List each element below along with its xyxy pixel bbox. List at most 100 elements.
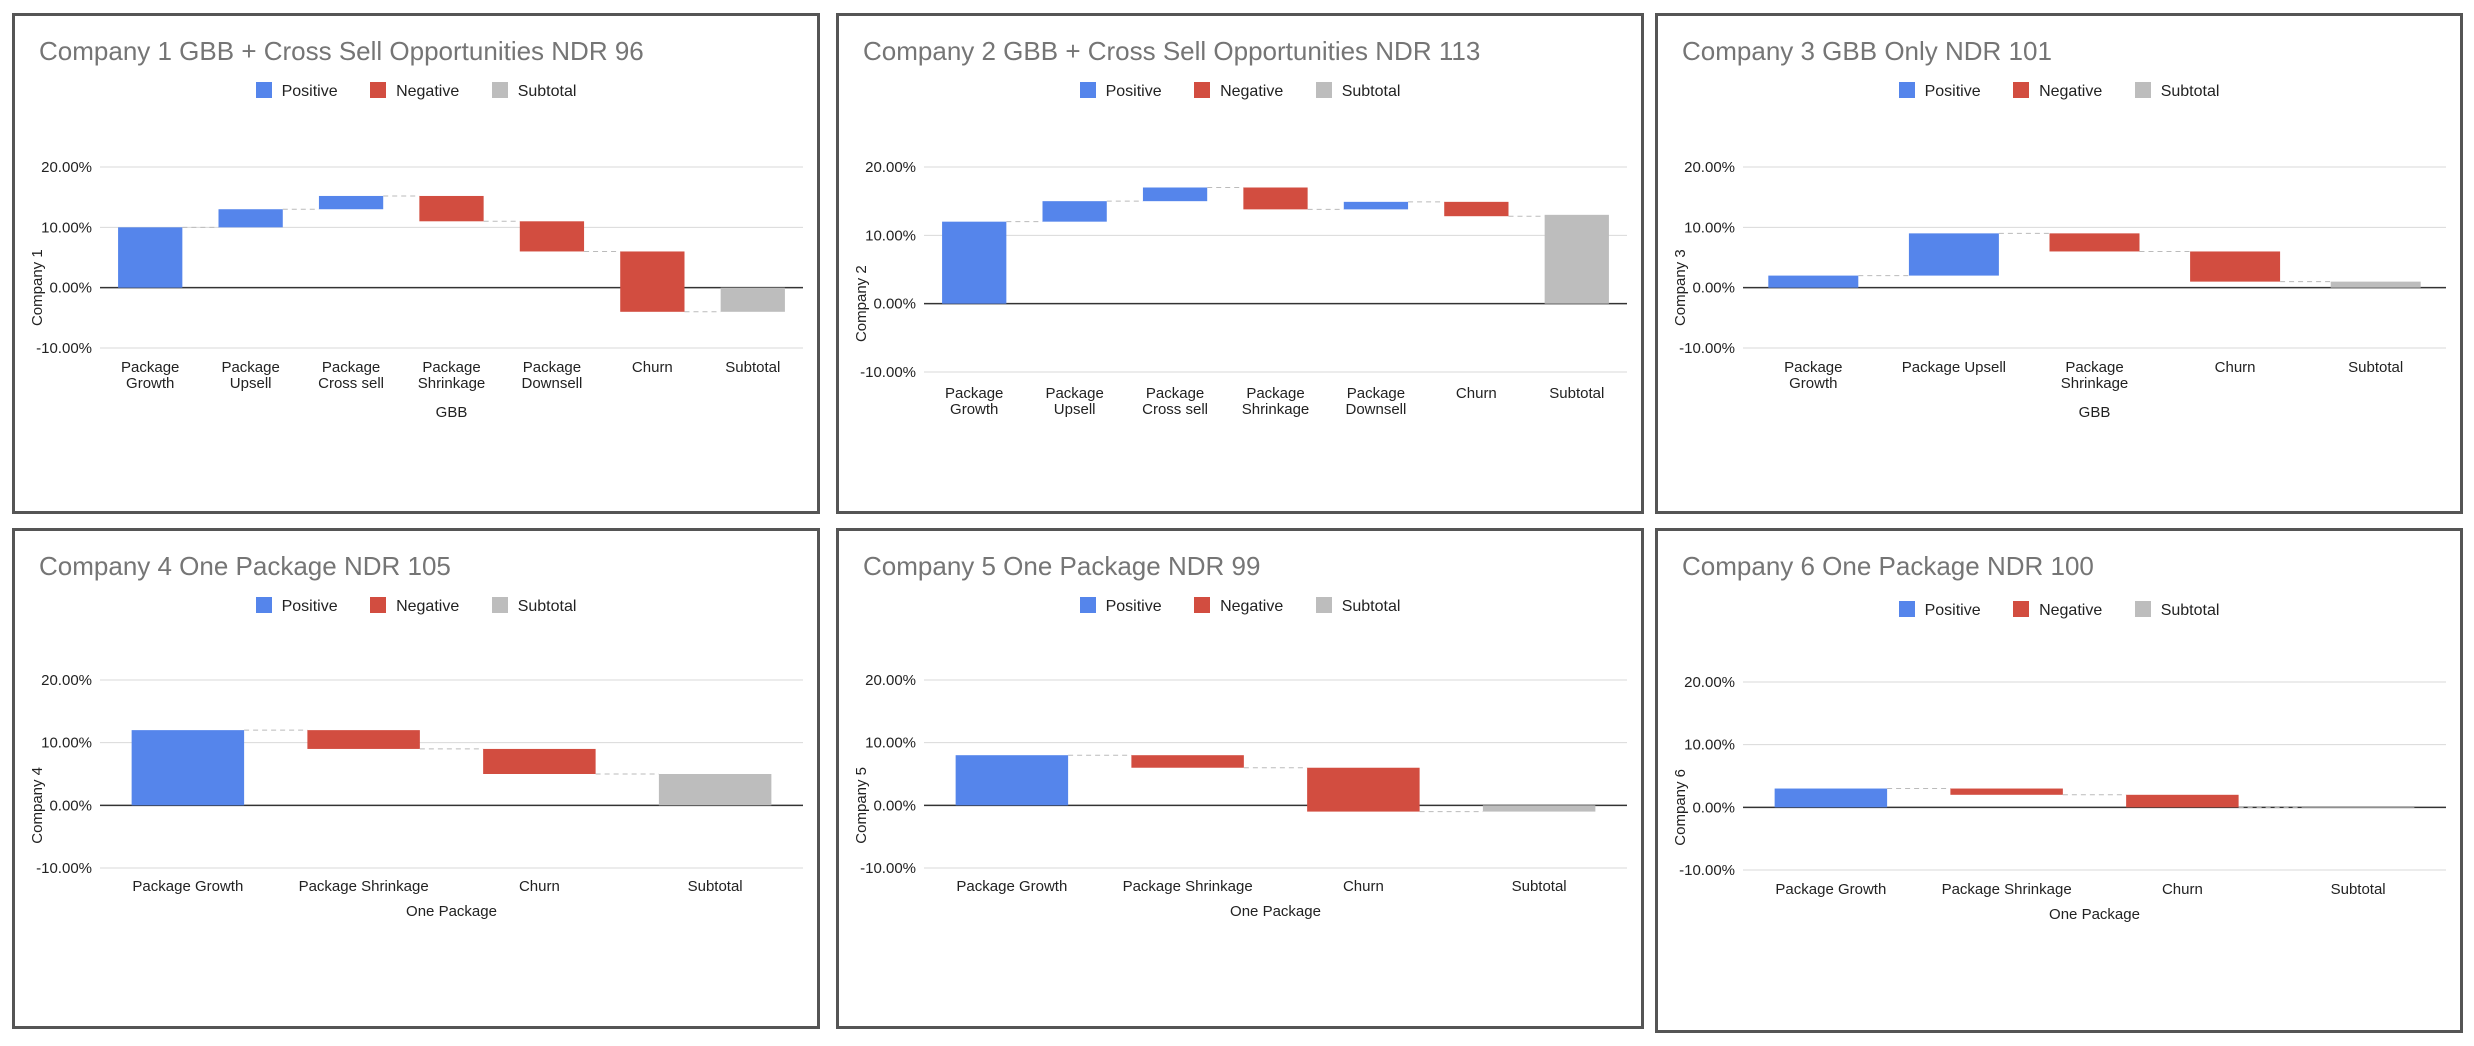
chart-plot: 20.00% 10.00% 0.00% -10.00% Company 6 Package… bbox=[1672, 674, 2446, 923]
x-axis-title: GBB bbox=[2079, 404, 2111, 421]
y-axis-label: Company 6 bbox=[1672, 769, 1689, 846]
y-tick-label: 20.00% bbox=[41, 159, 92, 176]
chart-legend: Positive Negative Subtotal bbox=[15, 82, 817, 106]
y-tick-label: 10.00% bbox=[1684, 219, 1735, 236]
bar-negative bbox=[2049, 233, 2140, 252]
x-category-label: Package Upsell bbox=[1902, 359, 2006, 376]
legend-item-negative: Negative bbox=[370, 597, 459, 616]
legend-item-negative: Negative bbox=[2013, 601, 2102, 620]
legend-label-negative: Negative bbox=[1220, 598, 1284, 615]
chart-panel-company-4: Company 4 One Package NDR 105 Positive N… bbox=[12, 528, 820, 1029]
chart-plot: 20.00% 10.00% 0.00% -10.00% Company 3 Package… bbox=[1672, 159, 2446, 421]
x-category-label: Package Growth bbox=[1775, 881, 1886, 898]
x-category-label: Subtotal bbox=[2331, 881, 2386, 898]
y-axis-label: Company 1 bbox=[29, 249, 46, 326]
y-tick-label: 10.00% bbox=[1684, 737, 1735, 754]
x-category-label: Churn bbox=[632, 359, 673, 376]
bar-positive bbox=[955, 755, 1069, 806]
bar-negative bbox=[1307, 767, 1420, 812]
bar-negative bbox=[2190, 251, 2281, 282]
x-category-label: Churn bbox=[2215, 359, 2256, 376]
y-tick-label: 20.00% bbox=[865, 159, 916, 176]
chart-legend: Positive Negative Subtotal bbox=[15, 597, 817, 621]
x-category-label: Package Shrinkage bbox=[1942, 881, 2072, 898]
y-axis-label: Company 5 bbox=[853, 767, 870, 844]
x-category-label: Package Shrinkage bbox=[299, 878, 429, 895]
bar-subtotal bbox=[720, 287, 785, 312]
x-category-label: Package Cross sell bbox=[1142, 385, 1208, 418]
bar-positive bbox=[1774, 788, 1888, 808]
y-tick-label: 10.00% bbox=[41, 219, 92, 236]
y-tick-label: 20.00% bbox=[1684, 674, 1735, 691]
y-tick-label: -10.00% bbox=[1679, 862, 1735, 879]
bar-subtotal bbox=[1482, 805, 1596, 812]
y-axis-label: Company 3 bbox=[1672, 249, 1689, 326]
y-tick-label: -10.00% bbox=[36, 860, 92, 877]
bar-negative bbox=[419, 195, 484, 222]
x-category-label: Subtotal bbox=[688, 878, 743, 895]
legend-label-positive: Positive bbox=[281, 83, 338, 100]
y-tick-label: -10.00% bbox=[860, 364, 916, 381]
y-tick-label: 20.00% bbox=[41, 672, 92, 689]
chart-panel-company-5: Company 5 One Package NDR 99 Positive Ne… bbox=[836, 528, 1644, 1029]
legend-item-negative: Negative bbox=[2013, 82, 2102, 101]
bar-positive bbox=[1908, 233, 1999, 276]
bar-negative bbox=[307, 730, 420, 749]
legend-label-subtotal: Subtotal bbox=[2160, 602, 2220, 619]
bar-negative bbox=[519, 221, 585, 252]
legend-label-negative: Negative bbox=[2039, 602, 2103, 619]
x-axis-title: GBB bbox=[436, 404, 468, 421]
y-tick-label: 10.00% bbox=[865, 735, 916, 752]
y-tick-label: 0.00% bbox=[49, 280, 92, 297]
legend-item-subtotal: Subtotal bbox=[491, 82, 577, 101]
x-category-label: Package Downsell bbox=[521, 359, 582, 392]
chart-panel-company-1: Company 1 GBB + Cross Sell Opportunities… bbox=[12, 13, 820, 514]
bar-positive bbox=[318, 195, 384, 210]
x-category-label: Subtotal bbox=[2348, 359, 2403, 376]
chart-legend: Positive Negative Subtotal bbox=[839, 82, 1641, 106]
x-axis-title: One Package bbox=[2049, 906, 2140, 923]
x-category-label: Package Shrinkage bbox=[1242, 385, 1310, 418]
legend-item-positive: Positive bbox=[255, 82, 338, 101]
bar-subtotal bbox=[658, 774, 772, 806]
chart-title: Company 4 One Package NDR 105 bbox=[39, 551, 451, 581]
y-tick-label: 0.00% bbox=[49, 797, 92, 814]
bar-negative bbox=[1950, 788, 2063, 795]
y-tick-label: 0.00% bbox=[873, 296, 916, 313]
x-category-label: Package Upsell bbox=[1045, 385, 1103, 418]
bar-positive bbox=[942, 221, 1007, 304]
legend-item-subtotal: Subtotal bbox=[1315, 597, 1401, 616]
legend-item-subtotal: Subtotal bbox=[2134, 601, 2220, 620]
chart-panel-company-6: Company 6 One Package NDR 100 Positive N… bbox=[1655, 528, 2463, 1033]
legend-label-subtotal: Subtotal bbox=[2160, 83, 2220, 100]
x-category-label: Package Downsell bbox=[1345, 385, 1406, 418]
legend-label-negative: Negative bbox=[1220, 83, 1284, 100]
legend-label-positive: Positive bbox=[1105, 83, 1162, 100]
bar-positive bbox=[1142, 187, 1208, 202]
bar-subtotal bbox=[2301, 807, 2415, 809]
x-category-label: Subtotal bbox=[1549, 385, 1604, 402]
y-tick-label: -10.00% bbox=[1679, 340, 1735, 357]
bar-positive bbox=[1768, 275, 1859, 288]
legend-item-subtotal: Subtotal bbox=[1315, 82, 1400, 101]
legend-item-positive: Positive bbox=[1898, 601, 1981, 620]
legend-label-subtotal: Subtotal bbox=[1341, 598, 1401, 615]
chart-title: Company 5 One Package NDR 99 bbox=[863, 551, 1261, 581]
bar-negative bbox=[1444, 201, 1509, 217]
x-category-label: Package Growth bbox=[132, 878, 243, 895]
bar-positive bbox=[1343, 201, 1409, 210]
bar-negative bbox=[483, 748, 596, 774]
chart-title: Company 2 GBB + Cross Sell Opportunities… bbox=[863, 36, 1481, 66]
legend-item-negative: Negative bbox=[370, 82, 459, 101]
bar-subtotal bbox=[2330, 281, 2421, 288]
x-category-label: Subtotal bbox=[725, 359, 780, 376]
legend-item-positive: Positive bbox=[1079, 82, 1162, 101]
legend-item-negative: Negative bbox=[1194, 597, 1283, 616]
legend-label-subtotal: Subtotal bbox=[517, 83, 577, 100]
bar-positive bbox=[131, 730, 245, 806]
x-category-label: Package Growth bbox=[1784, 359, 1842, 392]
x-category-label: Package Shrinkage bbox=[2061, 359, 2129, 392]
x-category-label: Subtotal bbox=[1512, 878, 1567, 895]
legend-label-negative: Negative bbox=[396, 83, 460, 100]
bar-positive bbox=[118, 227, 183, 288]
